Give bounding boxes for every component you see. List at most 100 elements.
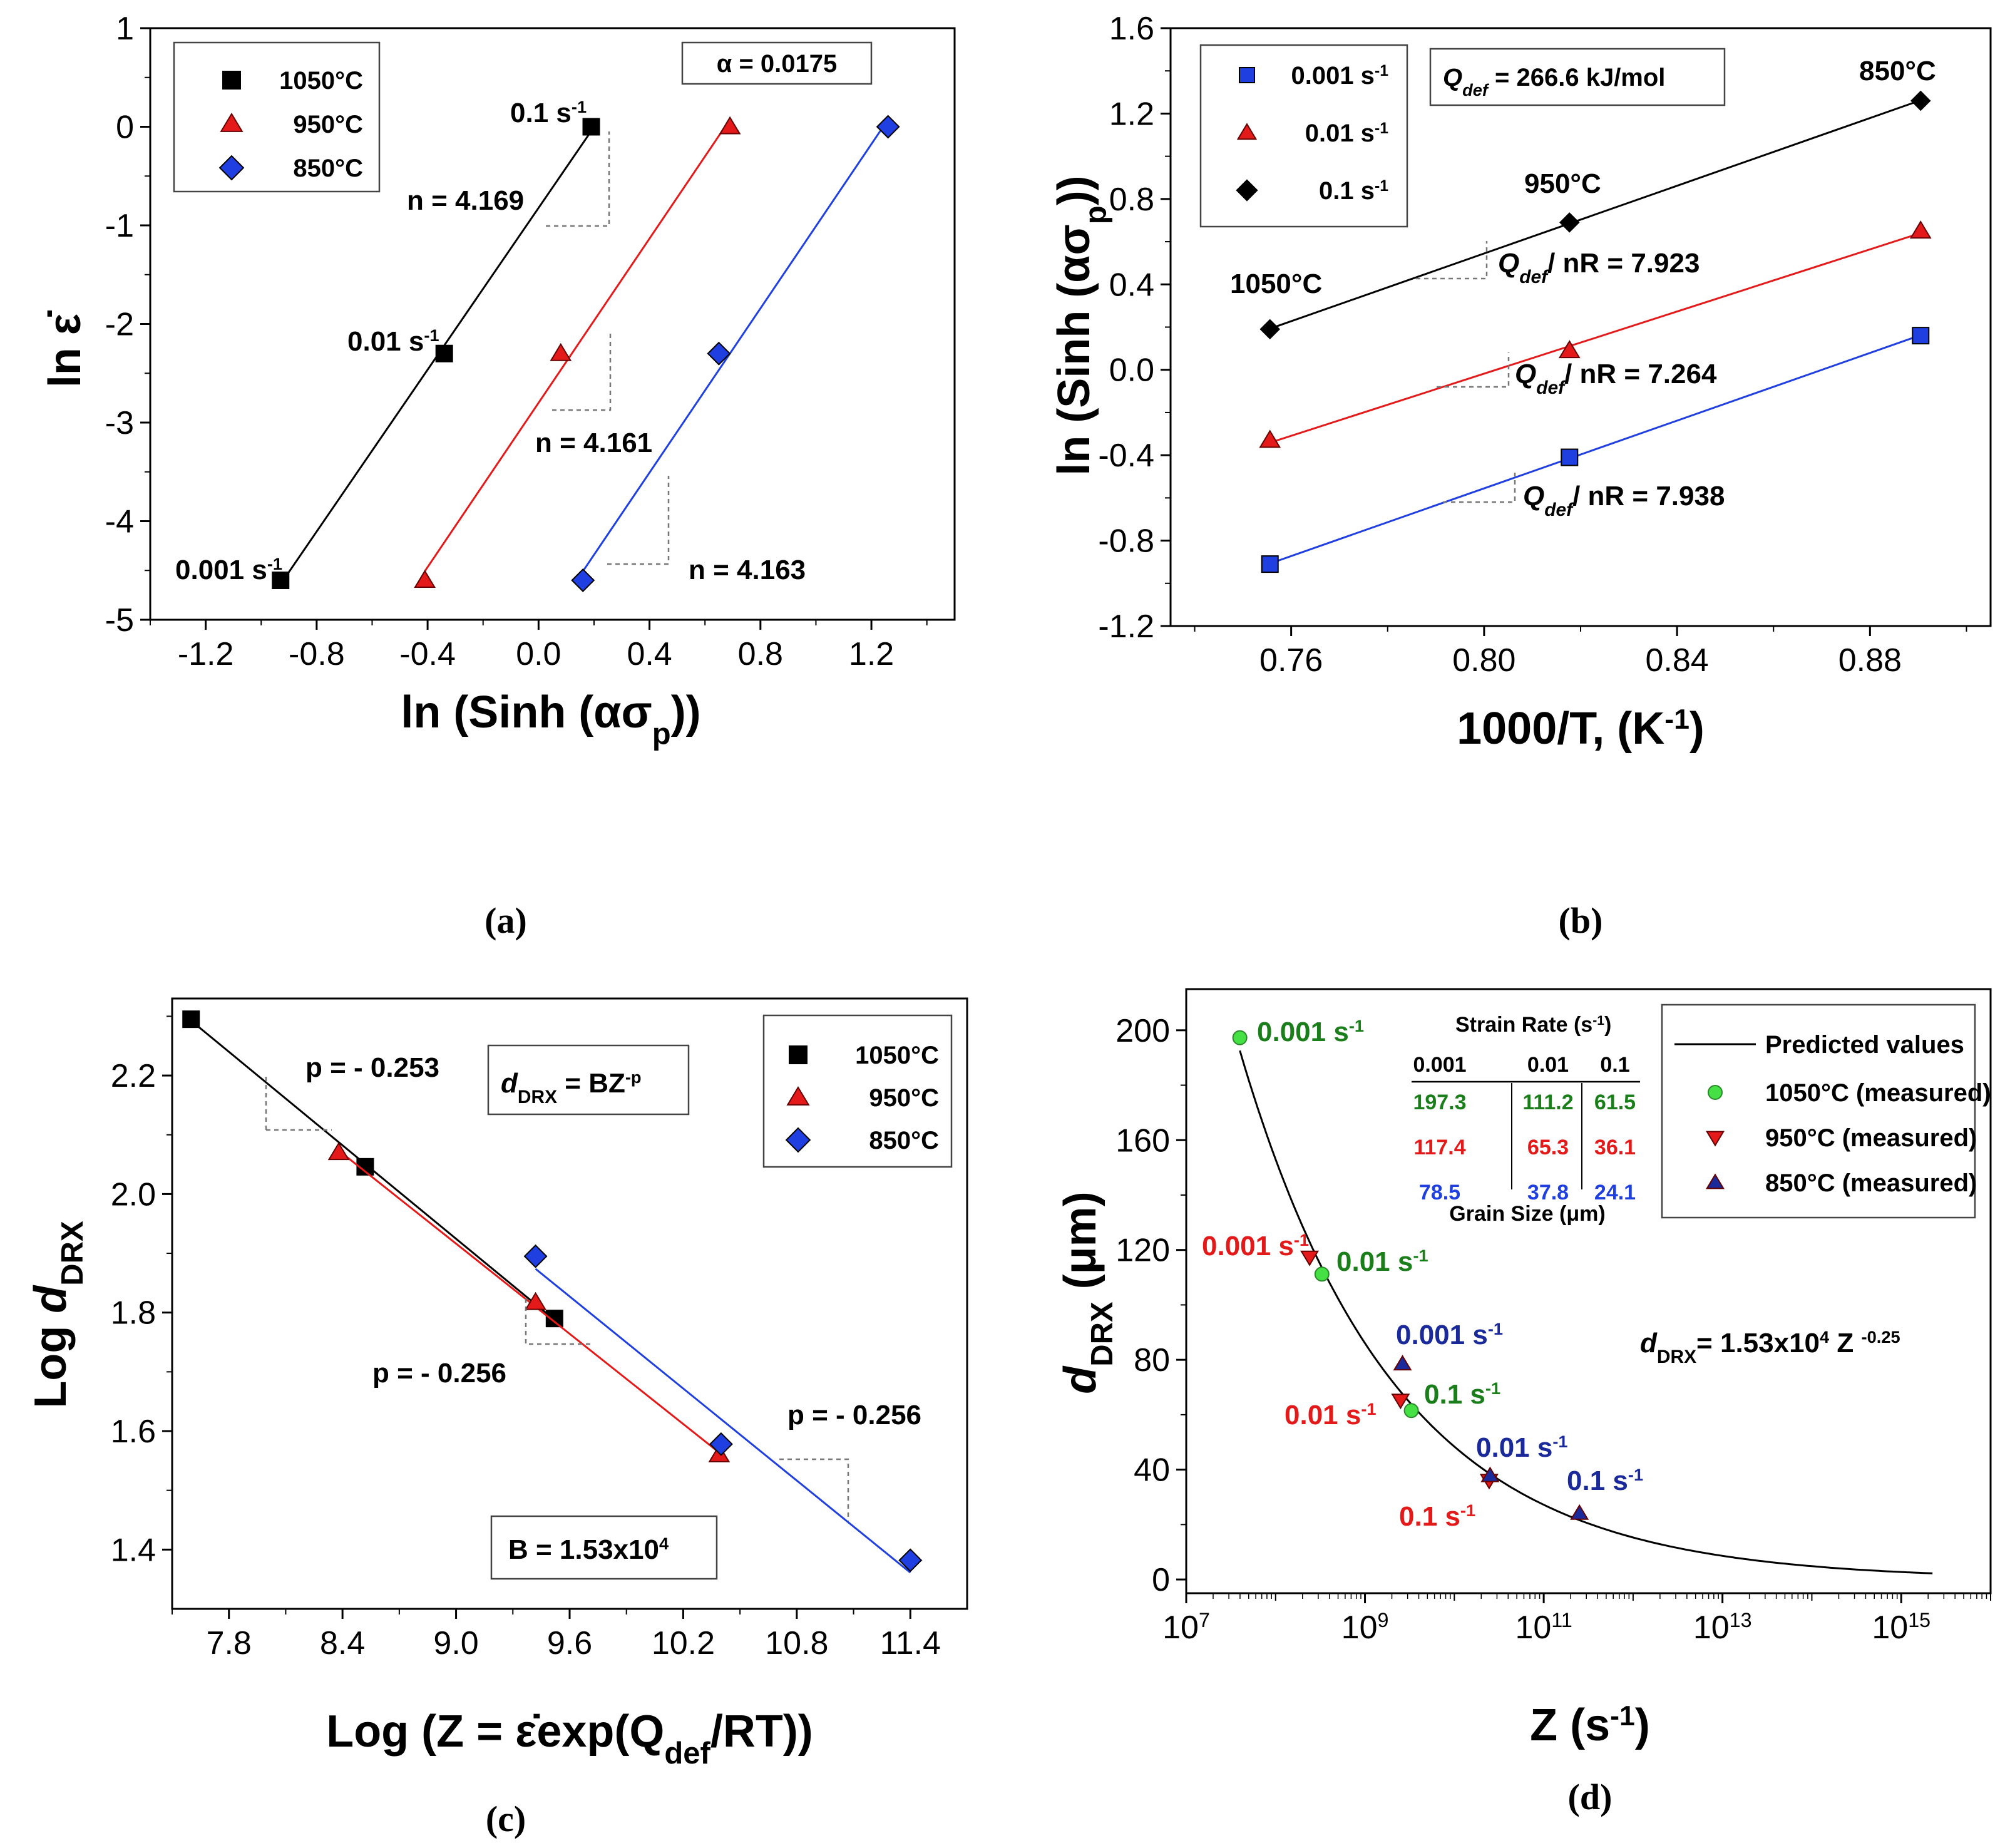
rate-label-part: 0.01 s	[1336, 1246, 1413, 1277]
slope-label-part: def	[1544, 500, 1574, 520]
x-tick-label: 0.0	[516, 636, 561, 672]
panel-a: -1.2 -0.8 -0.4 0.0 0.4 0.8 1.2 1 0 -1 -2 -3 -4 -5 n = …	[40, 11, 956, 941]
y-axis-title-part: DRX	[1085, 1301, 1119, 1367]
legend-label-part: (measured)	[1849, 1079, 1991, 1107]
caption-a: (a)	[485, 900, 527, 941]
data-point	[1559, 212, 1580, 233]
legend-label: 0.001 s-1	[1291, 62, 1388, 90]
panel-c: 7.8 8.4 9.0 9.6 10.2 10.8 11.4 2.2 2.0 1.8 1.6 1.4 p…	[26, 997, 968, 1839]
rate-label-part: -1	[1485, 1378, 1500, 1398]
x-tick-label-part: 10	[1515, 1609, 1551, 1646]
fit-line-1	[1269, 232, 1921, 444]
legend-marker	[218, 155, 245, 181]
legend-label-part: 0.01 s	[1305, 120, 1375, 147]
x-tick-label-part: 0.76	[1259, 642, 1323, 679]
x-tick-label: 9.6	[547, 1625, 592, 1661]
legend-marker	[220, 112, 244, 132]
x-axis-title-part: Z = ε̇exp(	[436, 1707, 629, 1757]
eq-box	[487, 1044, 690, 1116]
x-axis-title-part: Log (	[326, 1707, 436, 1757]
y-tick-label: 2.2	[111, 1058, 156, 1094]
data-point	[1910, 90, 1931, 111]
legend-marker	[1236, 123, 1258, 140]
fit-line-2	[582, 118, 889, 572]
data-point	[1393, 1355, 1412, 1371]
rate-label-part: 0.1 s	[1424, 1379, 1485, 1410]
fit-line-0	[1269, 334, 1921, 565]
data-point	[582, 118, 600, 136]
x-tick-label-part: 11	[1551, 1609, 1572, 1631]
x-tick-label-part: 15	[1908, 1609, 1931, 1631]
x-tick-label-part: 10	[1693, 1609, 1730, 1646]
table-header: 0.01	[1527, 1053, 1569, 1077]
legend-marker	[1708, 1085, 1723, 1100]
x-tick-label-part: 9	[1378, 1609, 1389, 1631]
x-tick-label: 10.8	[765, 1625, 828, 1661]
x-tick-label-part: 10.2	[652, 1625, 715, 1661]
legend-marker	[1706, 1173, 1725, 1189]
x-tick-label-part: -0.4	[399, 636, 456, 672]
equation-label-part: 4	[1820, 1327, 1830, 1347]
x-tick-label-part: 10.8	[765, 1625, 828, 1661]
rate-label-part: 0.001 s	[1257, 1017, 1349, 1047]
x-tick-label-part: 0.84	[1646, 642, 1709, 679]
rate-label-part: 0.001 s	[1202, 1231, 1294, 1261]
table-title-part: )	[1604, 1013, 1611, 1037]
x-axis-title-part: ))	[671, 687, 701, 737]
x-tick-label: 11.4	[880, 1625, 941, 1661]
temp-label: 850°C	[1859, 56, 1936, 86]
y-tick-label: 0.8	[1109, 182, 1154, 218]
x-tick-label: 0.4	[627, 636, 672, 672]
y-axis-title: ln ε̇	[40, 311, 90, 388]
legend-label: 1050°C	[855, 1042, 939, 1069]
slope-triangle	[552, 332, 612, 411]
x-tick-label: 0.8	[738, 636, 783, 672]
y-tick-label: -5	[105, 602, 134, 639]
slope-label: Qdef/ nR = 7.264	[1515, 359, 1717, 398]
y-tick-label: 0.4	[1109, 267, 1154, 303]
equation-label-part: Z	[1829, 1328, 1861, 1358]
legend-box	[173, 41, 381, 193]
eq-label-part: = BZ	[557, 1068, 625, 1099]
data-point	[707, 341, 731, 366]
slope-label: n = 4.161	[535, 428, 652, 458]
table-title-part: -1	[1592, 1014, 1604, 1028]
equation-label-part: = 1.53x10	[1696, 1328, 1820, 1358]
rate-label-part: 0.001 s	[1396, 1320, 1488, 1350]
legend-label: 850°C	[293, 155, 363, 182]
slope-label: n = 4.163	[689, 555, 806, 585]
legend-label: 950°C	[869, 1084, 939, 1112]
data-point	[182, 1010, 200, 1029]
legend-label: 1050°C (measured)	[1765, 1079, 1991, 1107]
caption-c: (c)	[486, 1799, 526, 1839]
panel-b: 0.76 0.80 0.84 0.88 1.6 1.2 0.8 0.4 0.0 -0.4 -0.8 -…	[1049, 11, 1992, 941]
legend-label: 850°C (measured)	[1765, 1169, 1977, 1197]
x-tick-label-part: 9.0	[433, 1625, 478, 1661]
rate-label-part: -1	[1413, 1246, 1428, 1265]
x-tick-label-part: 10	[1162, 1609, 1199, 1646]
table-cell: 78.5	[1419, 1181, 1460, 1204]
data-point	[1391, 1394, 1410, 1410]
q-label: Qdef = 266.6 kJ/mol	[1443, 64, 1665, 100]
y-tick-label: 80	[1134, 1342, 1170, 1378]
x-axis-title-part: ασ	[593, 687, 652, 737]
caption-b: (b)	[1559, 900, 1603, 941]
rate-label-part: -1	[424, 326, 439, 345]
table-cell: 36.1	[1594, 1136, 1636, 1159]
rate-label: 0.1 s-1	[1424, 1378, 1500, 1410]
rate-label-part: -1	[1294, 1230, 1309, 1250]
y-tick-label: -0.4	[1098, 438, 1154, 474]
y-tick-label: 200	[1115, 1013, 1170, 1049]
y-tick-label: 2.0	[111, 1176, 156, 1213]
x-axis-title: Log (Z = ε̇exp(Qdef/RT))	[326, 1707, 813, 1770]
eq-label-part: DRX	[518, 1087, 557, 1107]
x-tick-label-part: -1.2	[178, 636, 234, 672]
x-axis-title: 1000/T, (K-1)	[1457, 704, 1705, 754]
slope-label: Qdef/ nR = 7.938	[1523, 481, 1725, 520]
slope-label-part: def	[1519, 267, 1549, 287]
data-point	[1403, 1403, 1419, 1419]
fit-line-2	[535, 1268, 911, 1574]
table-cell: 61.5	[1594, 1091, 1636, 1114]
table-cell: 111.2	[1522, 1091, 1573, 1114]
slope-triangle	[779, 1458, 849, 1521]
